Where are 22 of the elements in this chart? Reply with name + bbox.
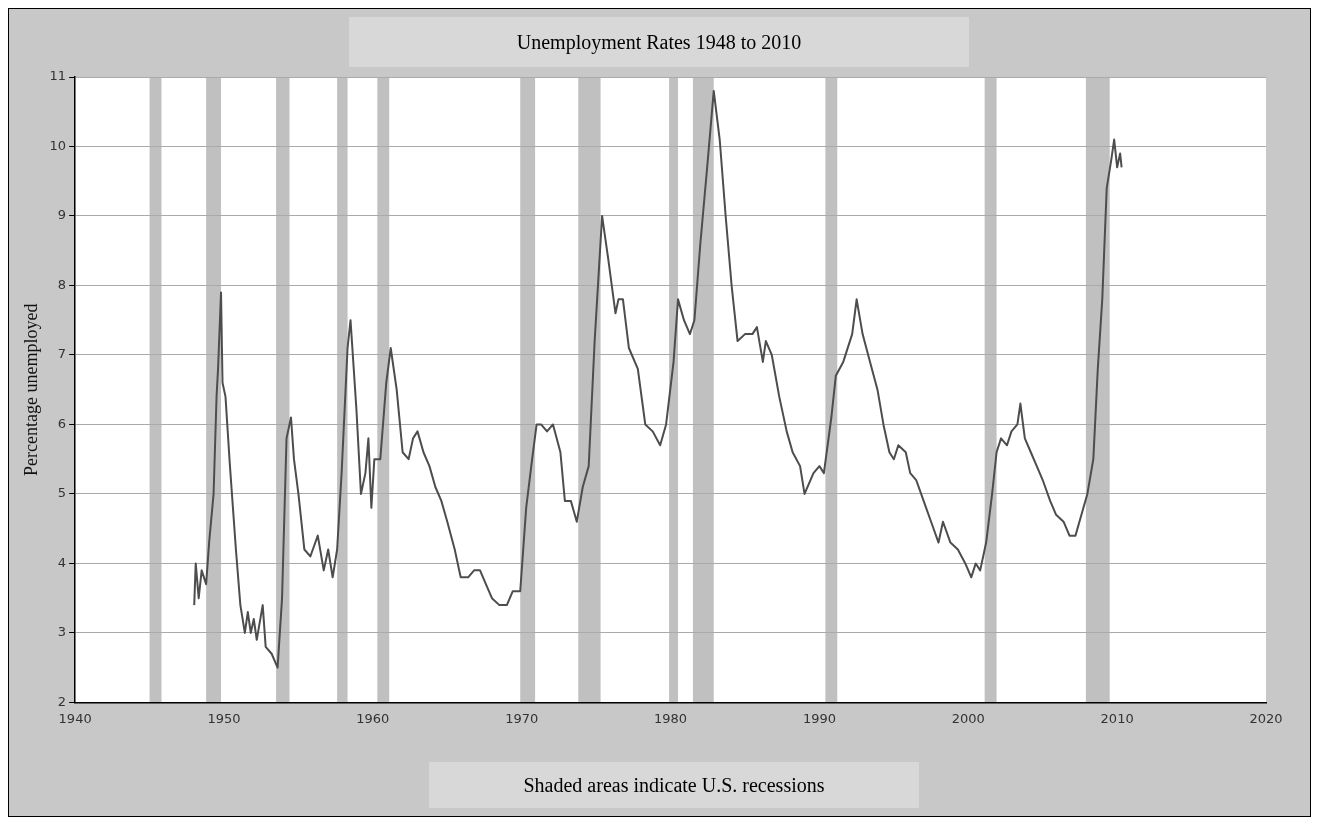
x-tick-label: 1950 [207, 710, 241, 726]
y-tick-label: 3 [57, 624, 67, 640]
y-tick-label: 11 [49, 68, 67, 84]
x-tick-label: 2000 [951, 710, 985, 726]
x-tick-label: 1990 [802, 710, 836, 726]
y-tick-label: 6 [57, 415, 67, 431]
x-tick-label: 1980 [654, 710, 688, 726]
y-tick-label: 5 [57, 485, 67, 501]
y-tick-label: 10 [49, 137, 67, 153]
x-tick-label: 1970 [505, 710, 539, 726]
x-tick-label: 1940 [58, 710, 92, 726]
x-tick-label: 1960 [356, 710, 390, 726]
chart-title: Unemployment Rates 1948 to 2010 [349, 17, 969, 67]
y-tick-label: 4 [57, 554, 67, 570]
y-tick-label: 8 [57, 276, 67, 292]
x-tick-label: 2020 [1249, 710, 1283, 726]
y-tick-label: 2 [57, 693, 67, 709]
y-axis-title: Percentage unemployed [20, 303, 41, 476]
text: Shaded areas indicate U.S. recessions [429, 762, 919, 808]
y-tick-label: 9 [57, 207, 67, 223]
y-tick-label: 7 [57, 346, 67, 362]
x-tick-label: 2010 [1100, 710, 1134, 726]
